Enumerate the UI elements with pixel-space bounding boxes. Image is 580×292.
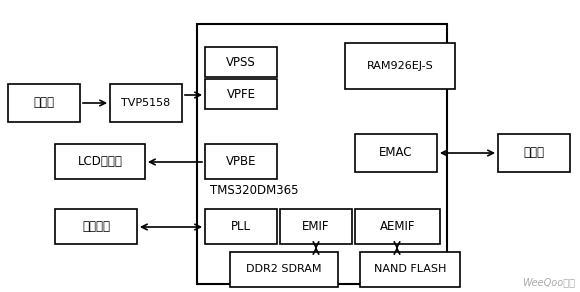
Bar: [205, 47, 277, 77]
Bar: [55, 144, 145, 179]
Text: TMS320DM365: TMS320DM365: [210, 183, 299, 197]
Bar: [230, 252, 338, 287]
Text: AEMIF: AEMIF: [380, 220, 415, 233]
Text: NAND FLASH: NAND FLASH: [374, 265, 446, 274]
Text: TVP5158: TVP5158: [121, 98, 171, 108]
Text: RAM926EJ-S: RAM926EJ-S: [367, 61, 433, 71]
Text: 时钟电路: 时钟电路: [82, 220, 110, 233]
Bar: [360, 252, 460, 287]
Text: 摄像头: 摄像头: [34, 96, 55, 110]
Bar: [55, 209, 137, 244]
Text: WeeQoo维库: WeeQoo维库: [522, 277, 575, 287]
Bar: [205, 209, 277, 244]
Text: VPSS: VPSS: [226, 55, 256, 69]
Bar: [205, 144, 277, 179]
Bar: [205, 79, 277, 109]
Bar: [355, 209, 440, 244]
Text: 以太网: 以太网: [524, 147, 545, 159]
Bar: [355, 134, 437, 172]
Bar: [498, 134, 570, 172]
Bar: [197, 24, 447, 284]
Text: PLL: PLL: [231, 220, 251, 233]
Text: DDR2 SDRAM: DDR2 SDRAM: [246, 265, 322, 274]
Text: LCD显示器: LCD显示器: [78, 155, 122, 168]
Bar: [110, 84, 182, 122]
Bar: [345, 43, 455, 89]
Bar: [8, 84, 80, 122]
Text: EMIF: EMIF: [302, 220, 330, 233]
Text: EMAC: EMAC: [379, 147, 413, 159]
Bar: [280, 209, 352, 244]
Text: VPFE: VPFE: [227, 88, 256, 100]
Text: VPBE: VPBE: [226, 155, 256, 168]
